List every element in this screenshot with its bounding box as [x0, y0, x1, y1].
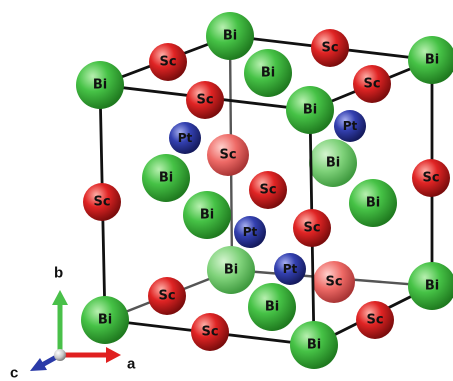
atom-label: Sc [159, 55, 176, 70]
axis-label-a: a [127, 356, 136, 373]
atom-sc: Sc [311, 29, 349, 67]
atom-label: Bi [224, 263, 238, 278]
atom-bi: Bi [309, 139, 357, 187]
atom-label: Sc [219, 148, 236, 163]
atom-label: Bi [93, 78, 107, 93]
atom-sc: Sc [149, 43, 187, 81]
atom-label: Sc [366, 313, 383, 328]
atom-label: Sc [259, 183, 276, 198]
atom-bi: Bi [286, 86, 334, 134]
atom-label: Sc [325, 275, 342, 290]
atom-bi: Bi [206, 12, 254, 60]
atom-label: Sc [363, 77, 380, 92]
atom-pt: Pt [334, 110, 366, 142]
atom-bi: Bi [81, 296, 129, 344]
atom-label: Pt [343, 119, 358, 133]
atom-pt: Pt [234, 216, 266, 248]
atom-label: Bi [307, 338, 321, 353]
atom-label: Bi [200, 208, 214, 223]
atom-label: Sc [196, 93, 213, 108]
atom-label: Bi [425, 53, 439, 68]
atom-label: Pt [178, 131, 193, 145]
atom-label: Sc [303, 221, 320, 236]
atom-bi: Bi [183, 191, 231, 239]
atom-bi: Bi [349, 179, 397, 227]
atom-bi: Bi [248, 283, 296, 331]
atoms-front: Sc Sc Bi Bi Sc Bi Bi Sc [76, 12, 453, 369]
atom-label: Sc [321, 41, 338, 56]
atom-bi: Bi [408, 36, 453, 84]
atom-sc: Sc [249, 171, 287, 209]
atom-sc: Sc [148, 277, 186, 315]
atom-sc: Sc [293, 209, 331, 247]
atom-sc: Sc [186, 81, 224, 119]
atom-bi: Bi [76, 61, 124, 109]
atom-pt: Pt [274, 253, 306, 285]
atom-label: Bi [425, 279, 439, 294]
axis-triad: b a c [10, 265, 136, 381]
atom-sc: Sc [313, 261, 355, 303]
atoms-back: Bi Sc Sc Bi [207, 134, 357, 303]
axis-b-arrow [52, 290, 68, 355]
atom-label: Bi [159, 171, 173, 186]
atom-bi: Bi [408, 262, 453, 310]
atom-label: Sc [93, 195, 110, 210]
atom-label: Bi [326, 156, 340, 171]
atom-label: Pt [283, 262, 298, 276]
atom-bi: Bi [142, 154, 190, 202]
atom-label: Sc [422, 171, 439, 186]
atom-label: Bi [261, 66, 275, 81]
atom-sc: Sc [412, 159, 450, 197]
atom-sc: Sc [191, 313, 229, 351]
atom-label: Bi [223, 29, 237, 44]
atom-label: Bi [98, 313, 112, 328]
atom-bi: Bi [207, 246, 255, 294]
atom-label: Bi [303, 103, 317, 118]
axis-origin-sphere [54, 349, 66, 361]
atom-label: Sc [158, 289, 175, 304]
atom-pt: Pt [169, 122, 201, 154]
atom-sc: Sc [207, 134, 249, 176]
atom-label: Bi [366, 196, 380, 211]
atom-sc: Sc [353, 65, 391, 103]
atom-sc: Sc [83, 183, 121, 221]
axis-label-b: b [54, 265, 63, 282]
axis-a-arrow [60, 347, 121, 363]
axis-label-c: c [10, 365, 18, 381]
atom-bi: Bi [290, 321, 338, 369]
atom-bi: Bi [244, 49, 292, 97]
atom-label: Sc [201, 325, 218, 340]
atom-label: Pt [243, 225, 258, 239]
atom-label: Bi [265, 300, 279, 315]
atom-sc: Sc [356, 301, 394, 339]
